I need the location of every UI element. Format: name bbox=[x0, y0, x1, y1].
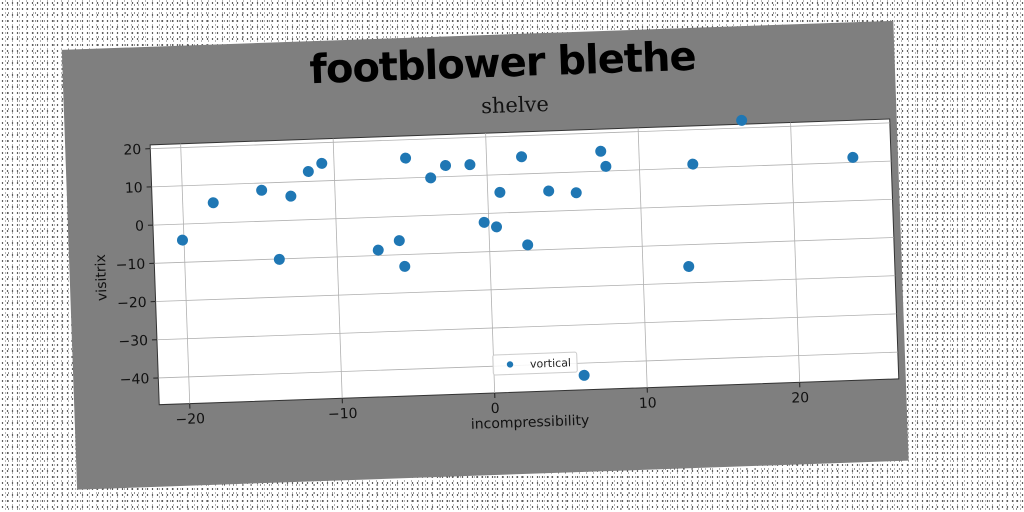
grid-line-x bbox=[180, 143, 191, 404]
grid-line-x bbox=[332, 138, 343, 399]
y-tick-label: −10 bbox=[116, 257, 146, 274]
grid-line-y bbox=[156, 313, 897, 341]
grid-line-x bbox=[790, 122, 801, 383]
x-axis-label: incompressibility bbox=[471, 413, 590, 433]
data-point bbox=[494, 186, 506, 198]
y-tick-label: 20 bbox=[123, 142, 141, 159]
data-point bbox=[464, 159, 476, 171]
chart-title: shelve bbox=[481, 92, 550, 118]
legend-marker-vortical bbox=[506, 361, 514, 368]
x-axis-ticks: −20 −10 0 10 20 bbox=[175, 382, 809, 428]
grid-line-y bbox=[155, 275, 896, 302]
data-points bbox=[176, 114, 859, 381]
x-tick-label: 20 bbox=[791, 390, 809, 407]
y-tick-label: −30 bbox=[118, 333, 148, 350]
data-point bbox=[736, 114, 748, 126]
data-point bbox=[273, 253, 285, 265]
x-tick-label: −10 bbox=[328, 406, 358, 423]
data-point bbox=[316, 157, 328, 169]
data-point bbox=[176, 234, 188, 246]
legend-label-vortical: vortical bbox=[530, 356, 571, 370]
grid-line-y bbox=[150, 122, 890, 150]
data-point bbox=[600, 160, 612, 172]
data-point bbox=[425, 172, 437, 184]
y-axis-ticks: −40 −30 −20 −10 0 10 20 bbox=[116, 142, 159, 388]
legend: vortical bbox=[492, 351, 578, 376]
data-point bbox=[516, 151, 528, 163]
data-point bbox=[256, 184, 268, 196]
x-tick-label: 0 bbox=[491, 401, 500, 417]
data-point bbox=[372, 244, 384, 256]
data-point bbox=[687, 158, 699, 170]
data-point bbox=[491, 221, 503, 233]
data-point bbox=[578, 369, 590, 381]
y-tick-label: 10 bbox=[125, 180, 143, 197]
x-tick-label: 10 bbox=[639, 395, 657, 412]
x-tick-label: −20 bbox=[175, 411, 205, 428]
grid-lines bbox=[150, 122, 898, 404]
data-point bbox=[847, 151, 859, 163]
data-point bbox=[440, 160, 452, 172]
data-point bbox=[543, 185, 555, 197]
y-tick-label: 0 bbox=[135, 218, 144, 234]
grid-line-y bbox=[151, 160, 892, 188]
data-point bbox=[399, 260, 411, 272]
data-point bbox=[302, 165, 314, 177]
data-point bbox=[570, 187, 582, 199]
grid-line-x bbox=[485, 133, 496, 393]
data-point bbox=[595, 145, 607, 157]
y-tick-label: −40 bbox=[120, 371, 150, 388]
y-axis-label: visitrix bbox=[93, 254, 111, 301]
grid-line-x bbox=[637, 127, 648, 388]
data-point bbox=[393, 235, 405, 247]
data-point bbox=[285, 190, 297, 202]
data-point bbox=[207, 197, 219, 209]
data-point bbox=[478, 216, 490, 228]
data-point bbox=[522, 239, 534, 251]
data-point bbox=[400, 152, 412, 164]
legend-box bbox=[492, 351, 578, 376]
data-point bbox=[683, 260, 695, 272]
grid-line-y bbox=[152, 198, 893, 226]
y-tick-label: −20 bbox=[117, 295, 147, 312]
